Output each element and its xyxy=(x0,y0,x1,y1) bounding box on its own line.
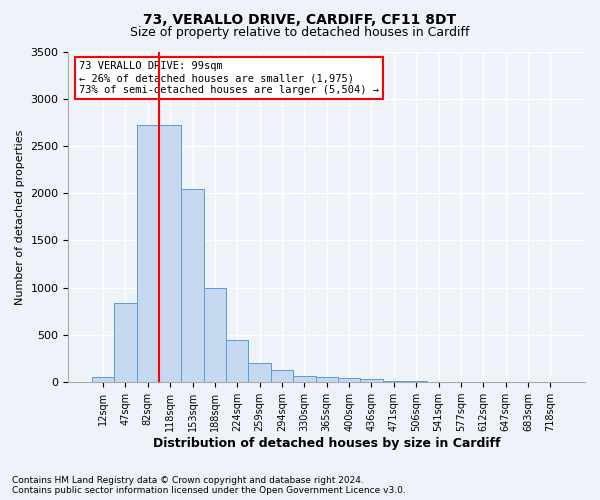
Text: 73, VERALLO DRIVE, CARDIFF, CF11 8DT: 73, VERALLO DRIVE, CARDIFF, CF11 8DT xyxy=(143,12,457,26)
Bar xyxy=(204,288,226,382)
Bar xyxy=(293,376,316,382)
Bar xyxy=(383,381,405,382)
Text: 73 VERALLO DRIVE: 99sqm
← 26% of detached houses are smaller (1,975)
73% of semi: 73 VERALLO DRIVE: 99sqm ← 26% of detache… xyxy=(79,62,379,94)
Bar xyxy=(159,125,181,382)
Bar xyxy=(137,125,159,382)
Text: Contains HM Land Registry data © Crown copyright and database right 2024.
Contai: Contains HM Land Registry data © Crown c… xyxy=(12,476,406,495)
Bar xyxy=(114,303,137,382)
Y-axis label: Number of detached properties: Number of detached properties xyxy=(15,129,25,304)
Bar xyxy=(360,380,383,382)
Bar xyxy=(316,377,338,382)
Bar xyxy=(226,340,248,382)
Bar xyxy=(338,378,360,382)
Bar xyxy=(248,363,271,382)
Bar xyxy=(181,188,204,382)
Bar xyxy=(271,370,293,382)
Text: Size of property relative to detached houses in Cardiff: Size of property relative to detached ho… xyxy=(130,26,470,39)
Bar xyxy=(92,377,114,382)
X-axis label: Distribution of detached houses by size in Cardiff: Distribution of detached houses by size … xyxy=(153,437,500,450)
